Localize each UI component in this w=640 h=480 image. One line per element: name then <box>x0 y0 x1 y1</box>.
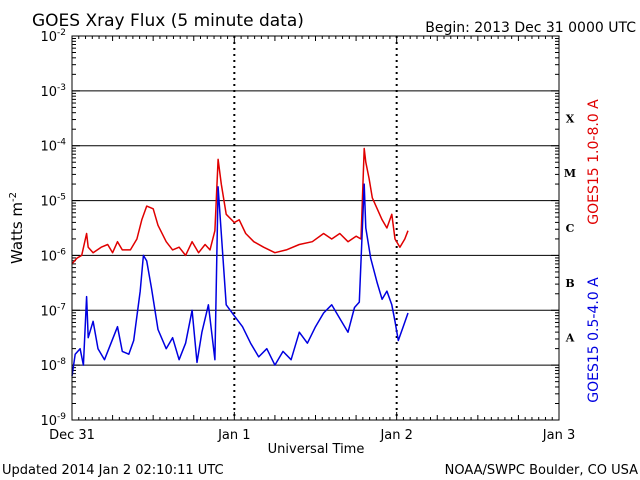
footer-updated: Updated 2014 Jan 2 02:10:11 UTC <box>2 463 224 478</box>
flare-class-x: X <box>566 112 575 125</box>
y-tick-base: 10 <box>40 140 57 155</box>
y-tick-label: 10-7 <box>40 302 66 319</box>
y-tick-label: 10-4 <box>40 138 66 155</box>
y-axis-ticks: 10-210-310-410-510-610-710-810-9 <box>40 28 559 429</box>
x-tick-label: Jan 1 <box>217 428 250 443</box>
y-tick-base: 10 <box>40 85 57 100</box>
plot-frame <box>71 35 560 421</box>
y-tick-exponent: -3 <box>57 83 66 93</box>
y-tick-label: 10-8 <box>40 357 66 374</box>
y-tick-exponent: -5 <box>57 193 66 203</box>
y-axis-label-text: Watts m <box>8 202 26 264</box>
y-tick-base: 10 <box>40 359 57 374</box>
y-tick-base: 10 <box>40 414 57 429</box>
y-tick-label: 10-6 <box>40 247 66 264</box>
y-tick-base: 10 <box>40 304 57 319</box>
x-axis-label: Universal Time <box>268 442 365 457</box>
y-tick-label: 10-3 <box>40 83 66 100</box>
svg-text:Watts m-2: Watts m-2 <box>8 192 26 264</box>
y-axis-label-exponent: -2 <box>8 192 19 202</box>
flare-class-a: A <box>565 332 575 345</box>
flare-class-b: B <box>565 277 574 290</box>
flare-class-c: C <box>566 222 575 235</box>
series-lines <box>71 147 409 377</box>
y-tick-base: 10 <box>40 195 57 210</box>
x-tick-label: Jan 3 <box>542 428 575 443</box>
y-tick-exponent: -9 <box>57 412 66 422</box>
y-tick-exponent: -2 <box>57 28 66 38</box>
flare-class-m: M <box>564 167 576 180</box>
x-tick-label: Jan 2 <box>379 428 412 443</box>
y-tick-exponent: -8 <box>57 357 66 367</box>
begin-label: Begin: 2013 Dec 31 0000 UTC <box>425 20 636 36</box>
gridlines <box>72 36 559 420</box>
footer-credit: NOAA/SWPC Boulder, CO USA <box>445 463 638 478</box>
y-tick-exponent: -6 <box>57 247 66 257</box>
chart-title: GOES Xray Flux (5 minute data) <box>32 11 304 31</box>
x-axis-ticks: Dec 31 Jan 1 Jan 2 Jan 3 <box>49 36 575 443</box>
y-axis-label: Watts m-2 <box>8 192 26 264</box>
x-tick-label: Dec 31 <box>49 428 95 443</box>
y-tick-exponent: -7 <box>57 302 66 312</box>
y-tick-base: 10 <box>40 30 57 45</box>
y-tick-exponent: -4 <box>57 138 66 148</box>
series-line-long <box>71 147 409 265</box>
flare-class-labels: X M C B A <box>564 112 576 344</box>
series-line-short <box>71 183 409 377</box>
legend-short-channel: GOES15 0.5-4.0 A <box>586 277 602 403</box>
y-tick-base: 10 <box>40 249 57 264</box>
y-tick-label: 10-5 <box>40 193 66 210</box>
y-tick-label: 10-2 <box>40 28 66 45</box>
y-tick-label: 10-9 <box>40 412 66 429</box>
legend-long-channel: GOES15 1.0-8.0 A <box>586 99 602 225</box>
